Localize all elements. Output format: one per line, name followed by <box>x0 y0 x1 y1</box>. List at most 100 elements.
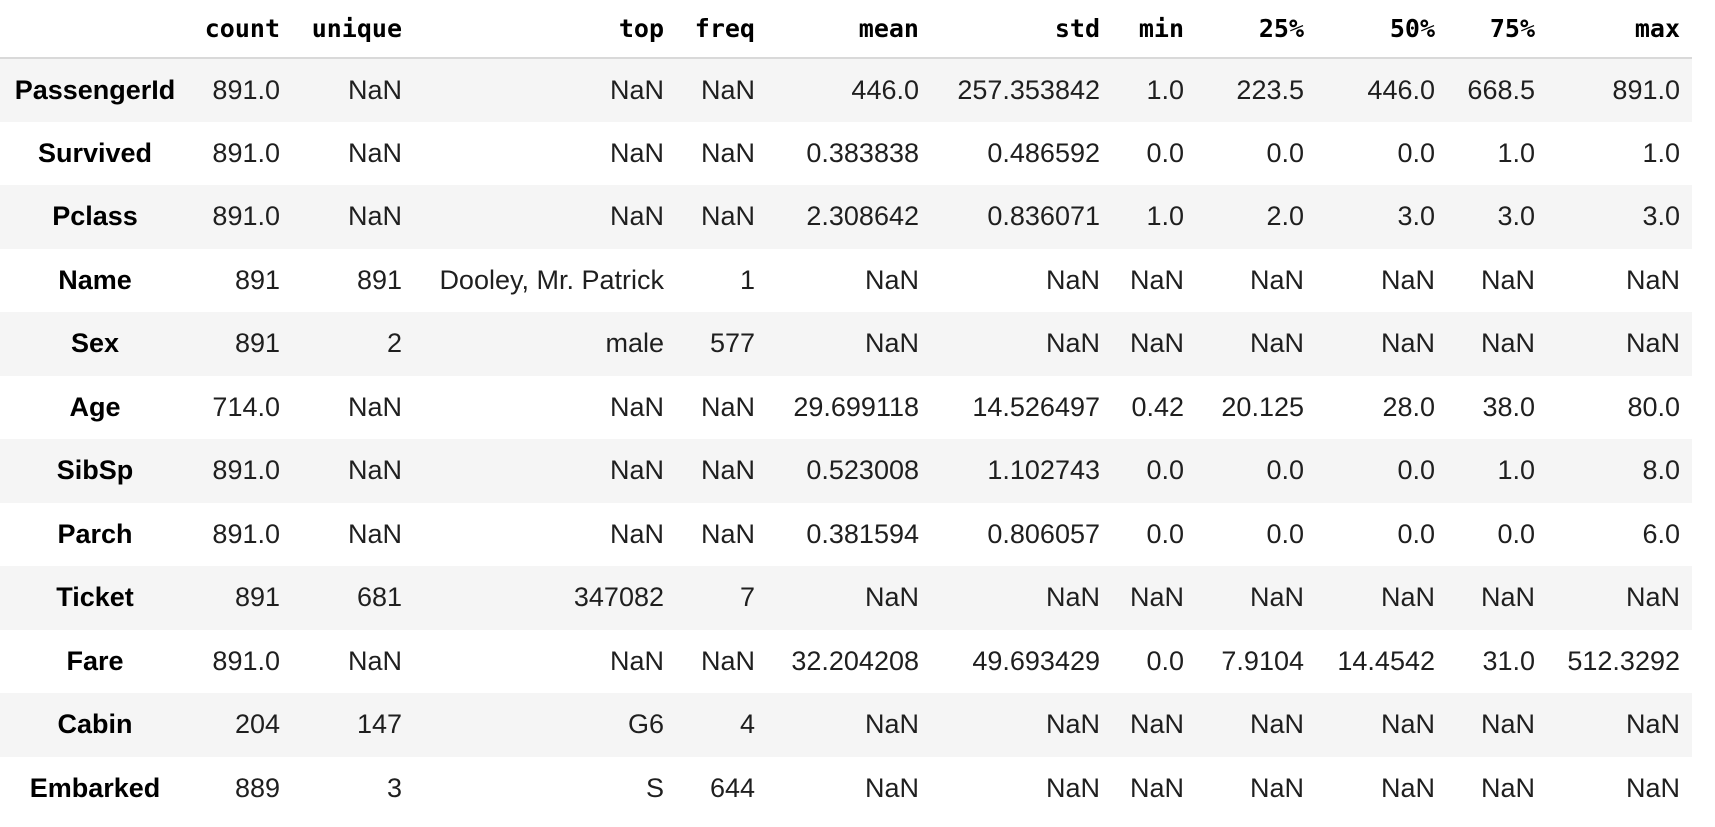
table-cell: NaN <box>347 137 402 168</box>
table-cell: NaN <box>1045 709 1100 740</box>
table-cell: NaN <box>609 645 664 676</box>
table-cell: 1.0 <box>1146 201 1184 232</box>
table-cell: 891.0 <box>212 645 280 676</box>
table-cell: 446.0 <box>851 74 919 105</box>
table-cell: 3.0 <box>1397 201 1435 232</box>
table-cell: NaN <box>864 328 919 359</box>
row-label: PassengerId <box>14 74 176 105</box>
column-header: std <box>931 0 1112 59</box>
table-cell: 14.526497 <box>972 391 1100 422</box>
table-cell: NaN <box>1380 772 1435 803</box>
table-cell: NaN <box>609 137 664 168</box>
row-label: Name <box>58 264 132 295</box>
table-row: Name 891 891 Dooley, Mr. Patrick 1 NaN NaN NaN N… <box>0 248 1692 312</box>
table-cell: 0.523008 <box>806 455 919 486</box>
table-cell: NaN <box>609 455 664 486</box>
table-cell: NaN <box>1249 772 1304 803</box>
row-label: Parch <box>57 518 133 549</box>
table-cell: 80.0 <box>1627 391 1680 422</box>
table-row: PassengerId 891.0 NaN NaN NaN 446.0 257.353842… <box>0 58 1692 122</box>
column-header: min <box>1112 0 1196 59</box>
table-cell: 8.0 <box>1642 455 1680 486</box>
column-header: 25% <box>1196 0 1316 59</box>
table-cell: 38.0 <box>1482 391 1535 422</box>
row-label: Fare <box>66 645 124 676</box>
table-cell: NaN <box>609 391 664 422</box>
table-cell: NaN <box>700 74 755 105</box>
column-header: freq <box>676 0 767 59</box>
table-cell: NaN <box>864 582 919 613</box>
table-cell: NaN <box>609 518 664 549</box>
table-cell: NaN <box>864 709 919 740</box>
table-cell: NaN <box>1480 772 1535 803</box>
table-cell: 20.125 <box>1221 391 1304 422</box>
row-label: Survived <box>37 137 153 168</box>
table-row: Cabin 204 147 G6 4 NaN NaN NaN NaN NaN NaN NaN <box>0 693 1692 757</box>
table-cell: NaN <box>1480 582 1535 613</box>
row-label: Ticket <box>56 582 134 613</box>
table-cell: NaN <box>1045 772 1100 803</box>
table-cell: NaN <box>1129 264 1184 295</box>
table-cell: NaN <box>1480 709 1535 740</box>
table-cell: 1.102743 <box>987 455 1100 486</box>
table-cell: NaN <box>1625 709 1680 740</box>
table-cell: G6 <box>627 709 664 740</box>
table-cell: 0.806057 <box>987 518 1100 549</box>
table-cell: NaN <box>864 772 919 803</box>
row-label: Sex <box>70 328 120 359</box>
table-cell: NaN <box>1380 582 1435 613</box>
table-cell: NaN <box>347 455 402 486</box>
table-row: Survived 891.0 NaN NaN NaN 0.383838 0.486592 0.… <box>0 121 1692 185</box>
table-cell: 0.0 <box>1266 137 1304 168</box>
table-cell: NaN <box>1625 772 1680 803</box>
table-cell: 7.9104 <box>1221 645 1304 676</box>
table-cell: NaN <box>1380 709 1435 740</box>
table-cell: 6.0 <box>1642 518 1680 549</box>
column-header: 75% <box>1447 0 1547 59</box>
table-cell: 644 <box>709 772 755 803</box>
table-row: Sex 891 2 male 577 NaN NaN NaN NaN NaN NaN NaN <box>0 312 1692 376</box>
table-cell: male <box>605 328 664 359</box>
table-cell: 891.0 <box>212 455 280 486</box>
table-cell: 0.381594 <box>806 518 919 549</box>
row-label: Pclass <box>52 201 138 232</box>
header-row: count unique top freq mean std min 25% 50% 75% max <box>0 0 1692 59</box>
table-cell: NaN <box>700 518 755 549</box>
table-cell: 891 <box>234 328 280 359</box>
table-cell: Dooley, Mr. Patrick <box>439 264 664 295</box>
table-cell: 0.0 <box>1146 137 1184 168</box>
table-cell: 347082 <box>573 582 664 613</box>
table-cell: NaN <box>347 74 402 105</box>
table-cell: NaN <box>347 391 402 422</box>
table-cell: NaN <box>1480 328 1535 359</box>
table-cell: NaN <box>700 391 755 422</box>
table-cell: 668.5 <box>1467 74 1535 105</box>
table-cell: NaN <box>1249 582 1304 613</box>
table-cell: NaN <box>1045 582 1100 613</box>
table-cell: S <box>645 772 664 803</box>
table-cell: 891 <box>234 582 280 613</box>
table-cell: 891.0 <box>212 74 280 105</box>
table-cell: 891.0 <box>212 518 280 549</box>
table-cell: NaN <box>347 518 402 549</box>
table-cell: 0.0 <box>1397 518 1435 549</box>
table-cell: NaN <box>1380 264 1435 295</box>
table-row: Fare 891.0 NaN NaN NaN 32.204208 49.693429 0.0 7… <box>0 629 1692 693</box>
row-label: Cabin <box>57 709 133 740</box>
table-cell: 1 <box>739 264 755 295</box>
table-cell: NaN <box>1129 328 1184 359</box>
table-cell: 0.42 <box>1131 391 1184 422</box>
table-cell: 891.0 <box>212 137 280 168</box>
table-cell: 512.3292 <box>1567 645 1680 676</box>
describe-table: count unique top freq mean std min 25% 50% 75% max… <box>0 0 1692 803</box>
table-cell: 0.0 <box>1146 518 1184 549</box>
table-cell: NaN <box>1045 328 1100 359</box>
table-cell: 7 <box>739 582 755 613</box>
column-header: 50% <box>1316 0 1447 59</box>
table-cell: 223.5 <box>1236 74 1304 105</box>
table-cell: 0.0 <box>1497 518 1535 549</box>
table-cell: 0.0 <box>1397 137 1435 168</box>
table-cell: 889 <box>234 772 280 803</box>
table-cell: 891.0 <box>1612 74 1680 105</box>
